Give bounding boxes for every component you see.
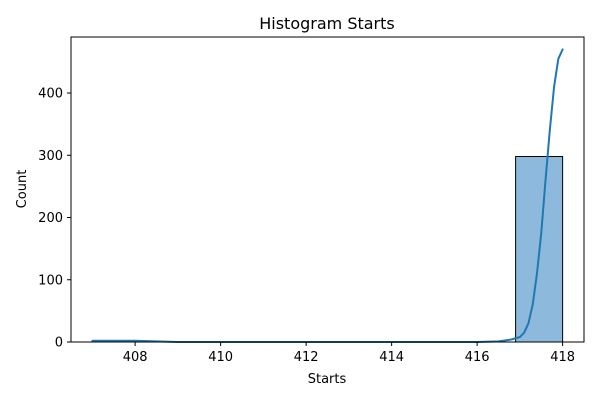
x-tick-label-416: 416 — [465, 350, 490, 365]
x-tick-label-414: 414 — [379, 350, 404, 365]
x-tick-label-408: 408 — [123, 350, 148, 365]
chart-title: Histogram Starts — [259, 14, 395, 33]
x-tick-label-410: 410 — [208, 350, 233, 365]
y-tick-label-200: 200 — [38, 211, 63, 226]
x-axis-label: Starts — [308, 372, 347, 387]
y-axis-label: Count — [15, 170, 30, 209]
x-tick-label-412: 412 — [294, 350, 319, 365]
axes-frame — [70, 36, 585, 343]
y-tick-label-400: 400 — [38, 87, 63, 102]
x-tick-label-418: 418 — [550, 350, 575, 365]
y-tick-label-100: 100 — [38, 273, 63, 288]
y-tick-label-300: 300 — [38, 149, 63, 164]
plot-area: 408 410 412 414 416 418 0 100 200 300 400 — [38, 36, 585, 365]
y-tick-label-0: 0 — [55, 336, 63, 351]
